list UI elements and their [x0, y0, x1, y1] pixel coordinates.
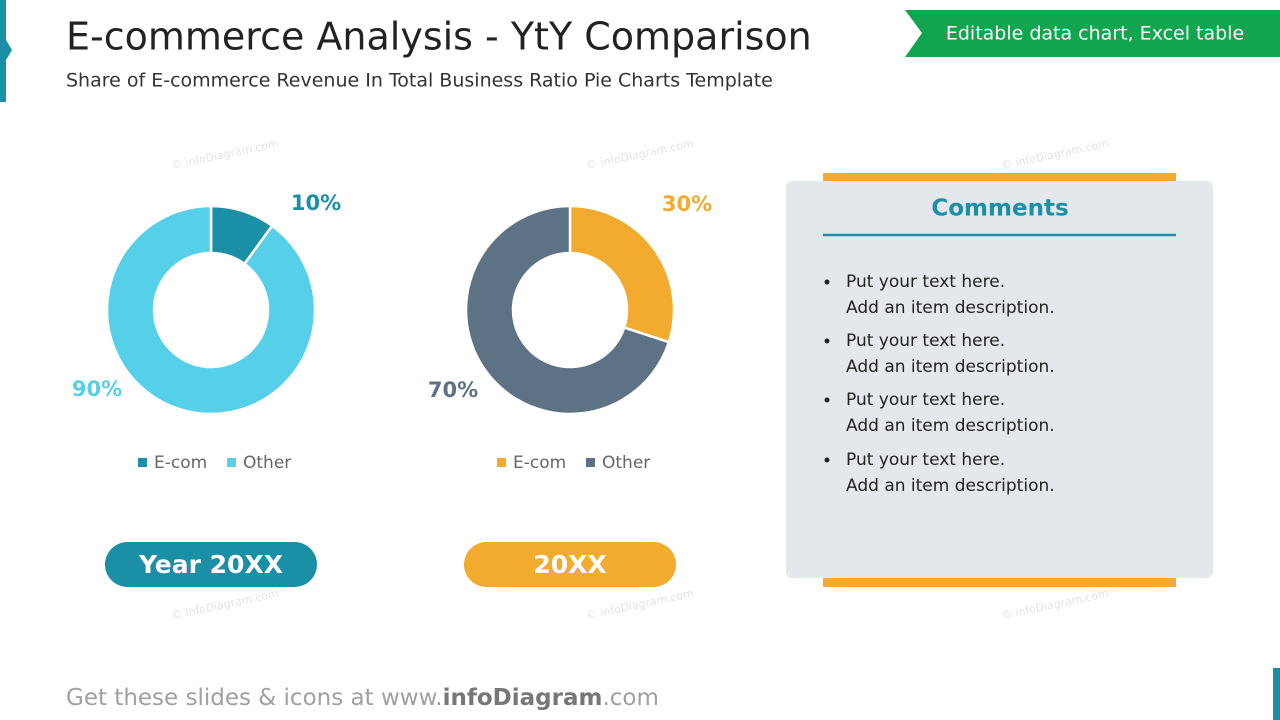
comment-line: Add an item description.	[846, 476, 1055, 496]
bullet	[824, 279, 830, 285]
legend-swatch	[586, 458, 595, 467]
comments-panel	[786, 181, 1213, 578]
donut-slice	[568, 204, 676, 344]
data-label: 30%	[662, 192, 712, 216]
badge	[905, 10, 1280, 57]
legend-swatch	[227, 458, 236, 467]
bullet	[824, 397, 830, 403]
legend-swatch	[138, 458, 147, 467]
data-label: 70%	[428, 378, 478, 402]
legend-label: E-com	[513, 453, 566, 473]
accent-notch	[6, 40, 12, 60]
legend-label: Other	[243, 453, 291, 473]
donut-slice	[464, 204, 671, 416]
comment-line: Put your text here.	[846, 390, 1005, 410]
data-label: 10%	[291, 191, 341, 215]
legend-swatch	[497, 458, 506, 467]
caption: 20XX	[533, 550, 606, 579]
caption-pill	[105, 542, 317, 587]
caption: Year 20XX	[138, 550, 283, 579]
donut-slice	[105, 204, 317, 416]
caption-pill	[464, 542, 676, 587]
footer-text: Get these slides & icons at www.	[66, 685, 443, 711]
bullet	[824, 457, 830, 463]
comment-line: Put your text here.	[846, 272, 1005, 292]
comments-title: Comments	[931, 196, 1068, 222]
legend-label: Other	[602, 453, 650, 473]
panel-bottom-bar	[823, 577, 1176, 587]
legend-label: E-com	[154, 453, 207, 473]
badge-text: Editable data chart, Excel table	[946, 23, 1244, 45]
comment-line: Add an item description.	[846, 416, 1055, 436]
footer-brand: infoDiagram	[443, 685, 603, 711]
comment-line: Add an item description.	[846, 298, 1055, 318]
title: E-commerce Analysis - YtY Comparison	[66, 15, 812, 59]
comment-line: Put your text here.	[846, 450, 1005, 470]
comment-line: Add an item description.	[846, 357, 1055, 377]
footer: Get these slides & icons at www.infoDiag…	[66, 685, 659, 711]
panel-top-bar	[823, 173, 1176, 183]
bullet	[824, 338, 830, 344]
comment-line: Put your text here.	[846, 331, 1005, 351]
accent-bar	[0, 0, 6, 102]
subtitle: Share of E-commerce Revenue In Total Bus…	[66, 70, 773, 92]
data-label: 90%	[72, 377, 122, 401]
footer-text: .com	[602, 685, 658, 711]
corner-bar	[1273, 668, 1280, 720]
